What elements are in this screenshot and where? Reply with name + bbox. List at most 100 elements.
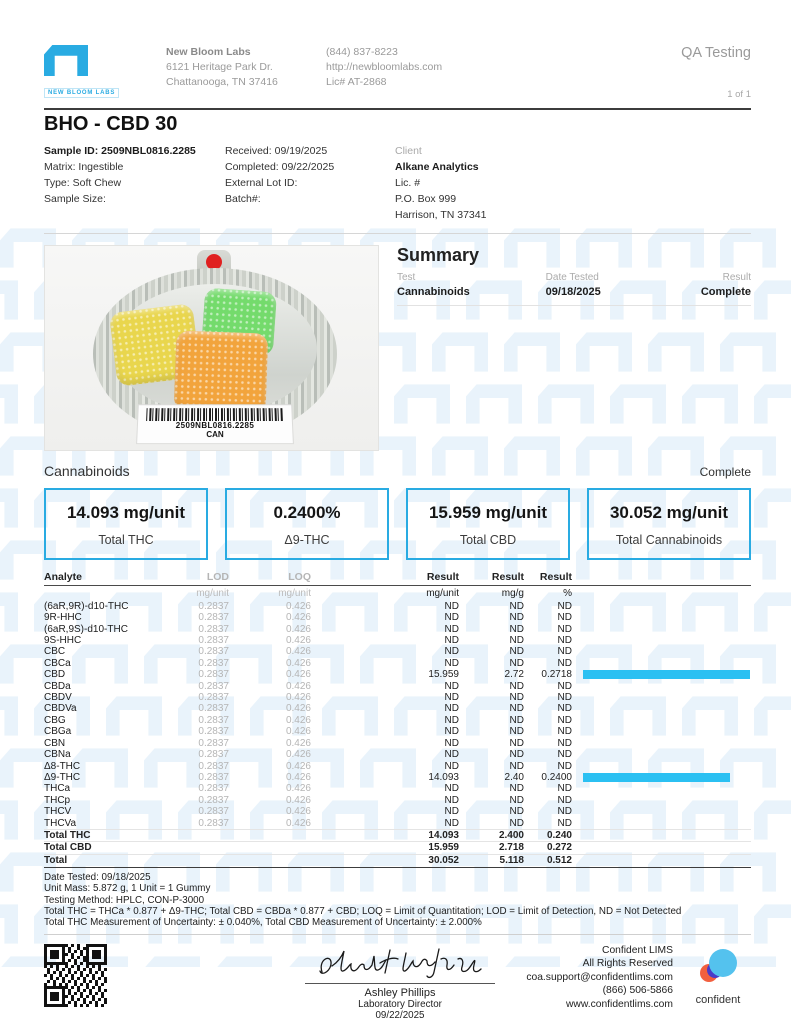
table-total-row: Total CBD 15.959 2.718 0.272 (44, 841, 751, 853)
col-result-mg-unit: Result (426, 571, 459, 583)
header-divider (44, 108, 751, 110)
analyte-name: CBC (44, 646, 66, 658)
loq-value: 0.426 (285, 612, 311, 624)
result-mg-g: ND (509, 726, 524, 738)
result-mg-g: ND (509, 612, 524, 624)
result-mg-g: 2.72 (504, 669, 524, 681)
result-pct: ND (557, 623, 572, 635)
loq-value: 0.426 (285, 783, 311, 795)
lod-value: 0.2837 (198, 749, 229, 761)
lab-logo: NEW BLOOM LABS (44, 45, 140, 100)
analyte-name: CBD (44, 669, 66, 681)
loq-value: 0.426 (285, 703, 311, 715)
result-mg-unit: 15.959 (428, 669, 459, 681)
total-mg-g: 5.118 (499, 854, 524, 866)
loq-value: 0.426 (285, 680, 311, 692)
lab-contact-block: (844) 837-8223 http://newbloomlabs.com L… (326, 45, 442, 100)
col-loq: LOQ (288, 571, 311, 583)
card-label: Total CBD (459, 533, 517, 547)
result-mg-g: ND (509, 714, 524, 726)
card-label: Total THC (98, 533, 154, 547)
analyte-name: CBDV (44, 692, 72, 704)
loq-value: 0.426 (285, 669, 311, 681)
signature-line (305, 982, 495, 984)
signature-block: Ashley Phillips Laboratory Director 09/2… (305, 944, 495, 1021)
result-mg-unit: ND (444, 623, 459, 635)
table-row: (6aR,9R)-d10-THC 0.2837 0.426 ND ND ND (44, 601, 751, 612)
lod-value: 0.2837 (198, 737, 229, 749)
total-mg-g: 2.718 (498, 842, 524, 854)
result-mg-g: ND (509, 783, 524, 795)
summary-section: Summary Test Date Tested Result Cannabin… (397, 245, 751, 451)
loq-value: 0.426 (285, 600, 311, 612)
result-mg-g: ND (509, 794, 524, 806)
table-row: 9R-HHC 0.2837 0.426 ND ND ND (44, 612, 751, 623)
sample-seal-dot (206, 254, 222, 270)
sample-batch: Batch#: (225, 193, 261, 205)
lod-value: 0.2837 (198, 623, 229, 635)
analyte-name: CBG (44, 714, 66, 726)
loq-value: 0.426 (285, 714, 311, 726)
result-pct: 0.2400 (541, 771, 572, 783)
lod-value: 0.2837 (198, 612, 229, 624)
result-pct: ND (557, 760, 572, 772)
result-mg-unit: ND (444, 692, 459, 704)
loq-value: 0.426 (285, 635, 311, 647)
lims-email-link[interactable]: coa.support@confidentlims.com (526, 971, 673, 983)
analyte-name: THCVa (44, 817, 77, 829)
lims-info: Confident LIMS All Rights Reserved coa.s… (526, 944, 673, 1012)
table-row: Δ9-THC 0.2837 0.426 14.093 2.40 0.2400 (44, 772, 751, 783)
result-mg-g: ND (509, 749, 524, 761)
result-mg-unit: ND (444, 794, 459, 806)
page-title: BHO - CBD 30 (44, 113, 178, 135)
loq-value: 0.426 (285, 737, 311, 749)
result-bar (572, 670, 751, 680)
table-row: CBDV 0.2837 0.426 ND ND ND (44, 692, 751, 703)
result-pct: ND (557, 783, 572, 795)
result-pct: ND (557, 806, 572, 818)
result-mg-unit: ND (444, 726, 459, 738)
barcode-text: 2509NBL0816.2285 (175, 421, 255, 431)
lod-value: 0.2837 (198, 646, 229, 658)
result-mg-unit: ND (444, 680, 459, 692)
loq-value: 0.426 (285, 817, 311, 829)
result-mg-unit: ND (444, 760, 459, 772)
table-row: (6aR,9S)-d10-THC 0.2837 0.426 ND ND ND (44, 624, 751, 635)
result-cards: 14.093 mg/unit Total THC 0.2400% Δ9-THC … (44, 488, 751, 560)
analyte-name: Δ9-THC (44, 771, 81, 783)
result-mg-g: ND (509, 703, 524, 715)
result-pct: ND (557, 794, 572, 806)
table-row: THCa 0.2837 0.426 ND ND ND (44, 783, 751, 794)
loq-value: 0.426 (285, 794, 311, 806)
lims-website-link[interactable]: www.confidentlims.com (565, 998, 673, 1010)
result-pct: 0.2718 (541, 669, 572, 681)
footnote-definitions: Total THC = THCa * 0.877 + Δ9-THC; Total… (44, 906, 682, 918)
card-d9-thc: 0.2400% Δ9-THC (225, 488, 389, 560)
table-row: THCVa 0.2837 0.426 ND ND ND (44, 818, 751, 829)
signer-title: Laboratory Director (358, 998, 442, 1010)
summary-heading: Summary (397, 245, 480, 265)
lab-website-link[interactable]: http://newbloomlabs.com (326, 61, 443, 73)
table-row: CBN 0.2837 0.426 ND ND ND (44, 738, 751, 749)
page-indicator: 1 of 1 (727, 89, 751, 100)
result-mg-unit: ND (444, 703, 459, 715)
card-value: 15.959 mg/unit (428, 503, 548, 522)
result-mg-g: ND (509, 806, 524, 818)
result-mg-g: ND (509, 635, 524, 647)
result-mg-g: ND (509, 692, 524, 704)
analyte-name: CBNa (44, 749, 71, 761)
result-pct: ND (557, 726, 572, 738)
lab-address-line2: Chattanooga, TN 37416 (166, 76, 278, 88)
col-analyte: Analyte (44, 571, 82, 583)
card-value: 0.2400% (273, 503, 341, 522)
table-row: CBDa 0.2837 0.426 ND ND ND (44, 681, 751, 692)
analyte-name: 9S-HHC (44, 635, 82, 647)
total-mg-g: 2.400 (498, 829, 524, 841)
lod-value: 0.2837 (198, 817, 229, 829)
logo-text: NEW BLOOM LABS (44, 88, 120, 98)
result-mg-unit: ND (444, 657, 459, 669)
table-row: CBGa 0.2837 0.426 ND ND ND (44, 726, 751, 737)
total-label: Total (44, 854, 68, 866)
loq-value: 0.426 (285, 646, 311, 658)
table-row: CBDVa 0.2837 0.426 ND ND ND (44, 703, 751, 714)
